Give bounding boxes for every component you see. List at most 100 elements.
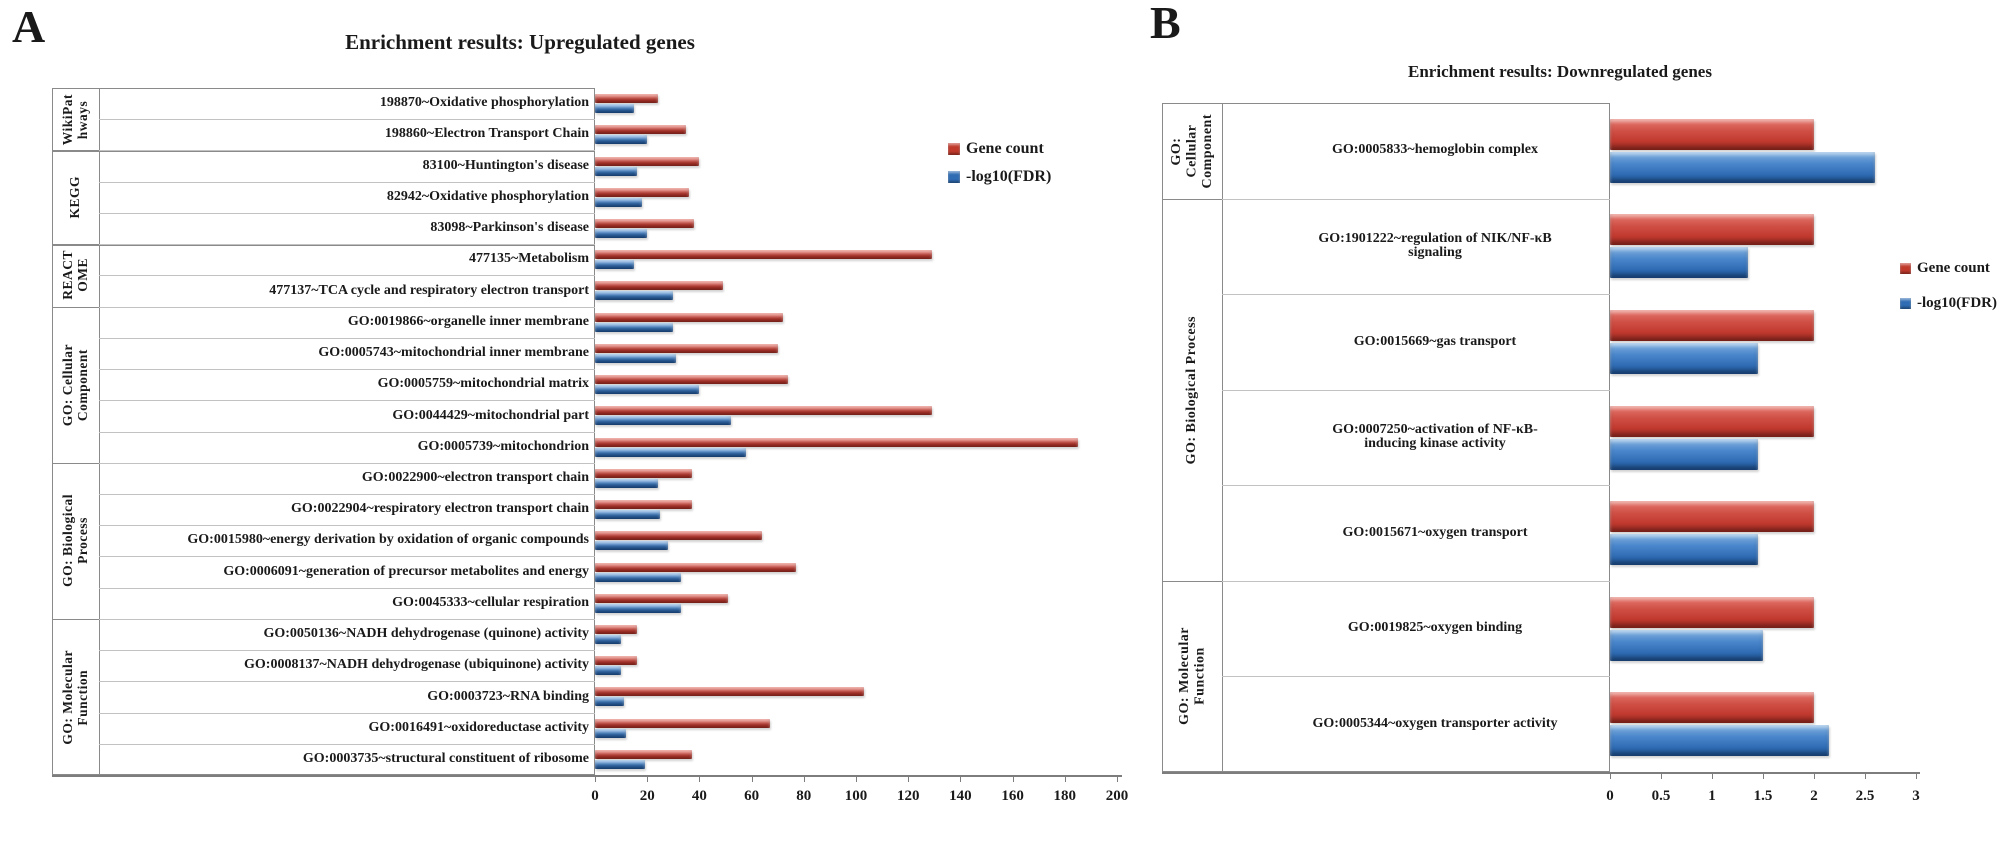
x-tick-label: 160 [1001,788,1024,804]
row-separator-line [99,212,595,214]
tick-mark [856,777,857,782]
gene-count-bar [595,187,689,197]
x-tick-label: 0.5 [1651,788,1671,804]
log10-fdr-bar [595,416,731,426]
row-label: GO:0022900~electron transport chain [361,469,589,485]
gene-count-bar [1610,596,1814,628]
gene-count-bar [1610,501,1814,533]
x-tick-label: 1.5 [1753,788,1773,804]
x-axis-line [52,775,1122,777]
category-label: REACT OME [59,250,90,301]
row-separator-line [99,337,595,339]
row-label: 477137~TCA cycle and respiratory electro… [269,282,589,298]
panel-b-title: Enrichment results: Downregulated genes [1408,62,1712,81]
category-cell: GO: Cellular Component [1162,103,1222,199]
x-tick-label: 20 [639,788,655,804]
log10-fdr-bar [595,510,661,520]
gene-count-bar [595,437,1078,447]
row-separator-line [99,556,595,558]
row-label: GO:0006091~generation of precursor metab… [223,563,589,579]
tick-mark [960,777,962,782]
log10-fdr-bar [1610,534,1758,566]
legend-fdr-label: -log10(FDR) [1917,295,1997,311]
row-separator-line [1222,389,1610,391]
gene-count-bar [595,624,637,634]
panel-a-title: Enrichment results: Upregulated genes [345,30,695,54]
log10-fdr-bar [595,229,648,239]
log10-fdr-bar [595,135,648,145]
tick-mark [647,777,649,782]
tick-mark [595,777,596,782]
gene-count-bar [595,156,700,166]
row-label: GO:0005743~mitochondrial inner membrane [318,345,589,361]
x-tick-label: 0 [591,788,599,804]
fdr-swatch-icon [948,171,960,183]
x-tick-label: 120 [896,788,920,804]
row-separator-line [99,150,595,152]
row-label: 477135~Metabolism [468,251,589,267]
row-label: GO:0015669~gas transport [1353,333,1517,349]
x-tick-label: 3 [1912,788,1920,804]
legend-item-fdr: -log10(FDR) [948,168,1051,186]
fdr-swatch-icon [1900,298,1911,309]
gene-count-bar [595,250,932,260]
row-label: 198870~Oxidative phosphorylation [379,95,589,111]
row-label: 198860~Electron Transport Chain [384,126,589,142]
tick-mark [751,777,753,782]
tick-mark [908,777,910,782]
log10-fdr-bar [595,385,700,395]
x-tick-label: 200 [1105,788,1129,804]
log10-fdr-bar [595,603,682,613]
row-separator-line [99,618,595,620]
log10-fdr-bar [595,541,669,551]
gene-count-bar [595,687,864,697]
row-label: GO:0008137~NADH dehydrogenase (ubiquinon… [244,657,589,673]
category-cell: GO: Molecular Function [1162,581,1222,772]
tick-mark [1064,777,1066,782]
gene-count-bar [595,531,763,541]
gene-count-bar [595,343,778,353]
row-label: GO:0015671~oxygen transport [1342,524,1528,540]
gene-count-bar [595,468,692,478]
row-label: GO:0005739~mitochondrion [417,438,589,454]
category-label: GO: Cellular Component [59,343,90,426]
x-tick-label: 100 [844,788,868,804]
category-label: GO: Biological Process [1184,315,1200,464]
x-axis-line [1162,772,1920,774]
tick-mark [1012,777,1014,782]
row-separator-line [99,306,595,308]
gene-count-bar [1610,405,1814,437]
row-separator-line [99,681,595,683]
category-cell: KEGG [52,150,99,244]
tick-mark [1916,774,1917,779]
row-separator-line [99,743,595,745]
row-separator-line [1222,294,1610,296]
tick-mark [1712,774,1713,779]
x-tick-label: 60 [744,788,760,804]
category-cell: WikiPat hways [52,88,99,150]
legend-gene-count-label: Gene count [966,140,1044,157]
gene-count-swatch-icon [1900,263,1911,274]
row-separator-line [99,275,595,277]
log10-fdr-bar [1610,725,1830,757]
row-label: GO:0019866~organelle inner membrane [347,313,589,329]
category-cell: GO: Cellular Component [52,307,99,463]
log10-fdr-bar [595,322,674,332]
row-separator-line [99,119,595,121]
tick-mark [1117,777,1118,782]
legend-item-fdr: -log10(FDR) [1900,295,1997,312]
x-tick-label: 2 [1810,788,1818,804]
tick-mark [1763,774,1764,779]
log10-fdr-bar [1610,629,1763,661]
category-label: GO: Molecular Function [1176,627,1207,726]
row-label: 83098~Parkinson's disease [430,220,589,236]
row-label: GO:0005344~oxygen transporter activity [1312,715,1558,731]
log10-fdr-bar [595,759,645,769]
log10-fdr-bar [595,447,747,457]
log10-fdr-bar [595,728,627,738]
log10-fdr-bar [595,166,637,176]
category-divider [1222,103,1223,772]
panel-b-letter: B [1150,0,1181,48]
row-separator-line [99,244,595,246]
gene-count-bar [1610,214,1814,246]
